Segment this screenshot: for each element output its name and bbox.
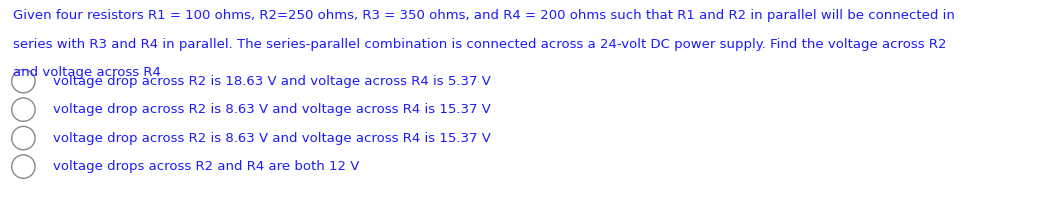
Text: Given four resistors R1 = 100 ohms, R2=250 ohms, R3 = 350 ohms, and R4 = 200 ohm: Given four resistors R1 = 100 ohms, R2=2… (13, 9, 955, 23)
Text: and voltage across R4: and voltage across R4 (13, 66, 161, 80)
Text: voltage drop across R2 is 8.63 V and voltage across R4 is 15.37 V: voltage drop across R2 is 8.63 V and vol… (53, 132, 491, 145)
Text: series with R3 and R4 in parallel. The series-parallel combination is connected : series with R3 and R4 in parallel. The s… (13, 38, 946, 51)
Text: voltage drop across R2 is 8.63 V and voltage across R4 is 15.37 V: voltage drop across R2 is 8.63 V and vol… (53, 103, 491, 116)
Text: voltage drop across R2 is 18.63 V and voltage across R4 is 5.37 V: voltage drop across R2 is 18.63 V and vo… (53, 75, 491, 88)
Text: voltage drops across R2 and R4 are both 12 V: voltage drops across R2 and R4 are both … (53, 160, 359, 173)
